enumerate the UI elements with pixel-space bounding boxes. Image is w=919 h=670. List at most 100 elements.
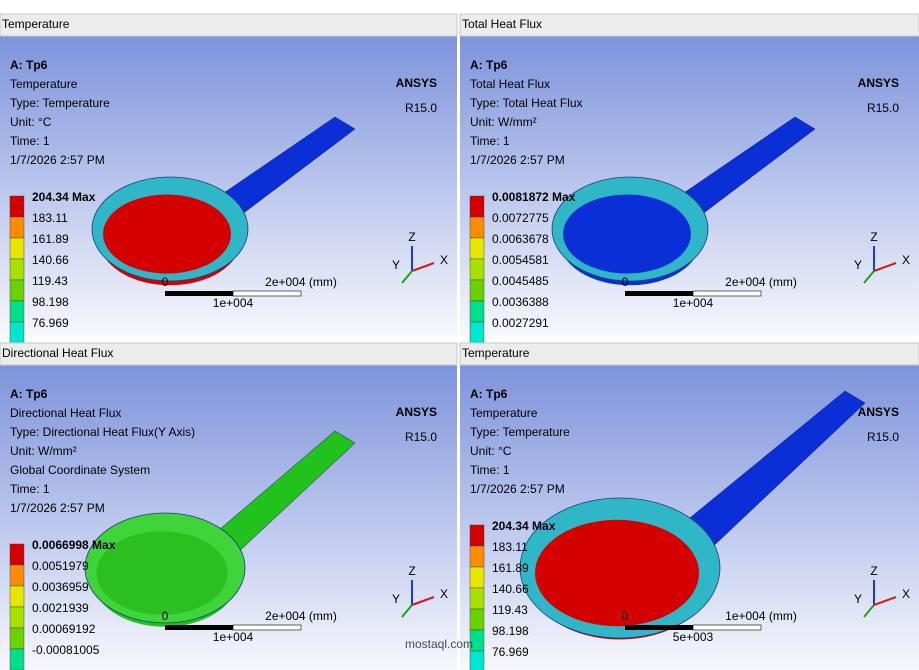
info-line: Time: 1 bbox=[470, 463, 510, 477]
legend-label: 76.969 bbox=[492, 645, 529, 659]
legend-swatch bbox=[469, 650, 485, 670]
viewport bbox=[0, 36, 457, 336]
panel-header bbox=[459, 342, 919, 366]
scale-zero: 0 bbox=[622, 609, 629, 623]
scale-bar-black bbox=[165, 625, 233, 630]
legend-label: 161.89 bbox=[32, 232, 69, 246]
info-line: Unit: W/mm² bbox=[470, 115, 537, 129]
result-panel: Temperature A: Tp6 Temperature Type: Temper… bbox=[0, 13, 458, 344]
axis-x bbox=[411, 596, 435, 606]
axis-label-z: Z bbox=[408, 564, 415, 578]
legend-swatch bbox=[9, 279, 25, 302]
scale-max: 2e+004 (mm) bbox=[265, 609, 337, 623]
panel-title: Directional Heat Flux bbox=[2, 346, 113, 360]
legend-label: 119.43 bbox=[492, 603, 528, 617]
info-line: 1/7/2026 2:57 PM bbox=[10, 501, 105, 515]
brand-name: ANSYS bbox=[396, 405, 437, 419]
axis-y bbox=[401, 604, 413, 618]
brand-version: R15.0 bbox=[405, 101, 437, 115]
legend-swatch bbox=[9, 606, 25, 629]
panel-title: Total Heat Flux bbox=[462, 17, 542, 31]
legend-swatch bbox=[469, 279, 485, 302]
scale-max: 1e+004 (mm) bbox=[725, 609, 797, 623]
axis-y bbox=[863, 604, 875, 618]
info-heading: A: Tp6 bbox=[10, 58, 48, 72]
legend-label: 140.66 bbox=[32, 253, 69, 267]
brand-version: R15.0 bbox=[867, 430, 899, 444]
legend-swatch bbox=[469, 321, 485, 344]
info-line: Total Heat Flux bbox=[470, 77, 550, 91]
scale-max: 2e+004 (mm) bbox=[725, 275, 797, 289]
scale-bar-black bbox=[625, 625, 693, 630]
legend-swatch bbox=[9, 585, 25, 608]
pan-inner bbox=[96, 531, 228, 615]
axis-label-x: X bbox=[902, 253, 910, 267]
info-line: Temperature bbox=[10, 77, 78, 91]
legend-label: 183.11 bbox=[32, 211, 68, 225]
scale-zero: 0 bbox=[162, 609, 169, 623]
legend-label: 98.198 bbox=[32, 295, 69, 309]
legend-swatch bbox=[9, 195, 25, 218]
legend-label: 183.11 bbox=[492, 540, 528, 554]
info-heading: A: Tp6 bbox=[10, 387, 48, 401]
scale-mid: 1e+004 bbox=[213, 296, 254, 310]
scale-zero: 0 bbox=[162, 275, 169, 289]
axis-x bbox=[873, 596, 897, 606]
pan-inner bbox=[103, 194, 231, 274]
legend-swatch bbox=[469, 300, 485, 323]
legend-label: 204.34 Max bbox=[492, 519, 556, 533]
legend-label: 0.0063678 bbox=[492, 232, 549, 246]
watermark: mostaql.com bbox=[405, 637, 473, 651]
axis-label-x: X bbox=[440, 253, 448, 267]
axis-label-z: Z bbox=[870, 564, 877, 578]
info-line: Time: 1 bbox=[470, 134, 510, 148]
info-line: Time: 1 bbox=[10, 482, 50, 496]
pan-inner bbox=[535, 519, 699, 627]
axis-x bbox=[411, 262, 435, 272]
scale-bar-black bbox=[165, 291, 233, 296]
axis-y bbox=[863, 270, 875, 284]
axis-x bbox=[873, 262, 897, 272]
legend-label: 0.0027291 bbox=[492, 316, 549, 330]
scale-bar-white bbox=[692, 290, 762, 297]
legend-label: 204.34 Max bbox=[32, 190, 96, 204]
info-line: Unit: W/mm² bbox=[10, 444, 77, 458]
info-heading: A: Tp6 bbox=[470, 387, 508, 401]
scale-mid: 1e+004 bbox=[213, 630, 254, 644]
brand-version: R15.0 bbox=[867, 101, 899, 115]
scale-max: 2e+004 (mm) bbox=[265, 275, 337, 289]
legend-swatch bbox=[9, 648, 25, 670]
legend-label: 0.0036959 bbox=[32, 580, 89, 594]
legend-label: 0.0021939 bbox=[32, 601, 89, 615]
scale-bar-white bbox=[232, 290, 302, 297]
info-heading: A: Tp6 bbox=[470, 58, 508, 72]
legend-label: 140.66 bbox=[492, 582, 529, 596]
legend-label: 0.0051979 bbox=[32, 559, 89, 573]
scale-mid: 1e+004 bbox=[673, 296, 714, 310]
legend-swatch bbox=[469, 587, 485, 610]
info-line: Time: 1 bbox=[10, 134, 50, 148]
brand-name: ANSYS bbox=[858, 405, 899, 419]
scale-mid: 5e+003 bbox=[673, 630, 714, 644]
info-line: 1/7/2026 2:57 PM bbox=[470, 153, 565, 167]
axis-label-y: Y bbox=[854, 258, 862, 272]
legend-swatch bbox=[469, 195, 485, 218]
brand-name: ANSYS bbox=[858, 76, 899, 90]
panel-title: Temperature bbox=[462, 346, 530, 360]
legend-label: 119.43 bbox=[32, 274, 68, 288]
axis-label-z: Z bbox=[408, 230, 415, 244]
panel-title: Temperature bbox=[2, 17, 70, 31]
legend-label: 0.0045485 bbox=[492, 274, 549, 288]
panel-header bbox=[0, 342, 458, 366]
axis-label-z: Z bbox=[870, 230, 877, 244]
pan-inner bbox=[563, 194, 691, 274]
legend-swatch bbox=[469, 216, 485, 239]
legend-swatch bbox=[9, 627, 25, 650]
legend-label: 0.0081872 Max bbox=[492, 190, 576, 204]
legend-swatch bbox=[469, 608, 485, 631]
legend-swatch bbox=[469, 237, 485, 260]
info-line: 1/7/2026 2:57 PM bbox=[470, 482, 565, 496]
brand-version: R15.0 bbox=[405, 430, 437, 444]
legend-label: 76.969 bbox=[32, 316, 69, 330]
